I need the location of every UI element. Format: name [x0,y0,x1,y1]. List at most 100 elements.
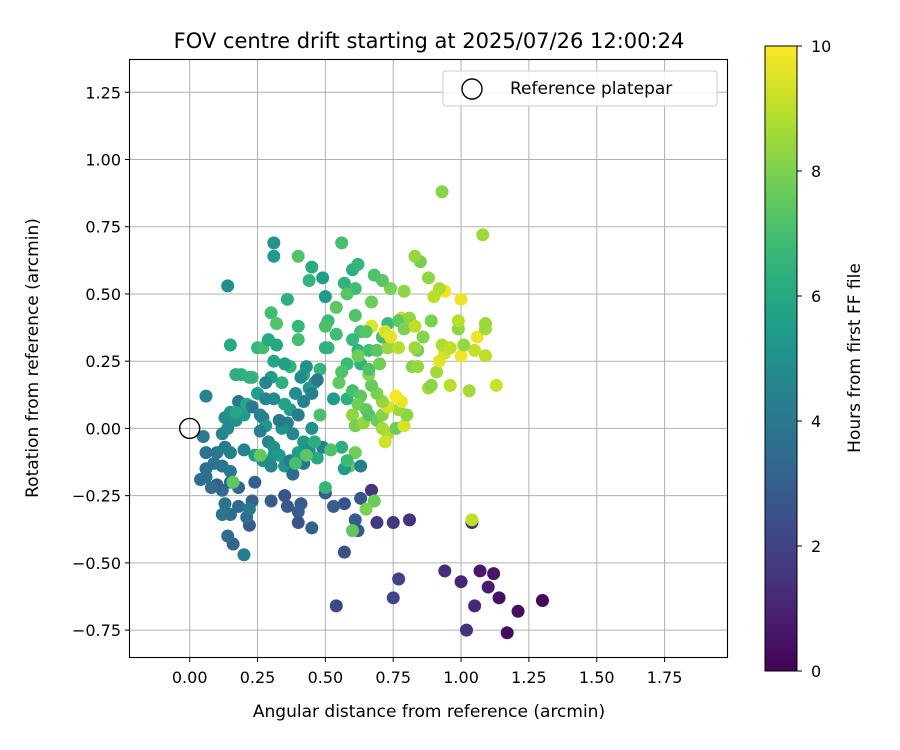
data-point [346,333,360,347]
data-point [337,497,351,511]
data-point [340,287,354,301]
data-point [291,333,305,347]
colorbar-tick-label: 8 [811,162,821,181]
data-point [348,308,362,322]
data-point [489,378,503,392]
data-point [487,567,501,581]
data-point [384,330,398,344]
data-point [242,502,256,516]
data-point [253,424,267,438]
data-point [291,505,305,519]
data-point [253,448,267,462]
data-point [305,421,319,435]
data-point [305,386,319,400]
x-tick-label: 1.00 [443,668,479,687]
data-point [454,349,468,363]
legend-label: Reference platepar [510,79,672,99]
data-point [297,395,311,409]
data-point [397,322,411,336]
data-point [245,370,259,384]
data-point [411,360,425,374]
y-tick-label: −0.25 [72,487,121,506]
data-point [346,408,360,422]
y-tick-label: 1.25 [85,83,121,102]
data-point [226,475,240,489]
data-point [232,499,246,513]
data-point [476,228,490,242]
data-point [389,389,403,403]
colorbar-tick-label: 2 [811,537,821,556]
data-point [223,338,237,352]
data-point [316,271,330,285]
data-point [223,464,237,478]
data-point [381,341,395,355]
colorbar-ticks: 0 2 4 6 8 10 [797,37,831,681]
data-point [329,300,343,314]
data-point [267,354,281,368]
data-point [403,513,417,527]
data-point [221,529,235,543]
data-point [291,319,305,333]
data-point [354,459,368,473]
data-point [397,419,411,433]
data-point [327,499,341,513]
data-point [318,290,332,304]
data-point [416,330,430,344]
data-point [465,513,479,527]
x-axis-label: Angular distance from reference (arcmin) [253,702,605,722]
legend: Reference platepar [442,70,718,107]
data-points [194,185,549,640]
data-point [454,292,468,306]
data-point [511,604,525,618]
data-point [386,516,400,530]
data-point [299,448,313,462]
data-point [492,591,506,605]
data-point [478,349,492,363]
data-point [365,483,379,497]
data-point [272,448,286,462]
data-point [427,290,441,304]
x-tick-label: 1.50 [579,668,615,687]
data-point [291,249,305,263]
colorbar-tick-label: 0 [811,662,821,681]
x-tick-label: 1.75 [647,668,683,687]
data-point [481,580,495,594]
x-tick-label: 0.00 [172,668,208,687]
data-point [370,343,384,357]
data-point [275,376,289,390]
data-point [291,408,305,422]
data-point [422,271,435,285]
data-point [443,378,457,392]
data-point [367,494,381,508]
data-point [365,378,379,392]
y-axis-label: Rotation from reference (arcmin) [23,218,43,498]
data-point [267,249,281,263]
y-tick-label: 0.75 [85,218,121,237]
data-point [318,481,332,495]
data-point [386,591,400,605]
data-point [346,524,360,538]
data-point [267,236,281,250]
data-point [199,389,213,403]
data-point [278,489,292,503]
y-tick-label: −0.50 [72,554,121,573]
data-point [280,292,294,306]
data-point [289,456,303,470]
x-tick-label: 0.50 [308,668,344,687]
data-point [248,475,262,489]
data-point [302,274,316,288]
data-point [237,443,251,457]
data-point [221,421,235,435]
data-point [424,314,438,328]
data-point [408,341,422,355]
data-point [291,516,305,530]
data-point [327,392,341,406]
data-point [478,317,492,331]
data-point [340,454,354,468]
data-point [245,400,259,414]
colorbar-gradient [765,46,797,671]
y-tick-label: −0.75 [72,621,121,640]
data-point [196,429,210,443]
data-point [370,516,384,530]
